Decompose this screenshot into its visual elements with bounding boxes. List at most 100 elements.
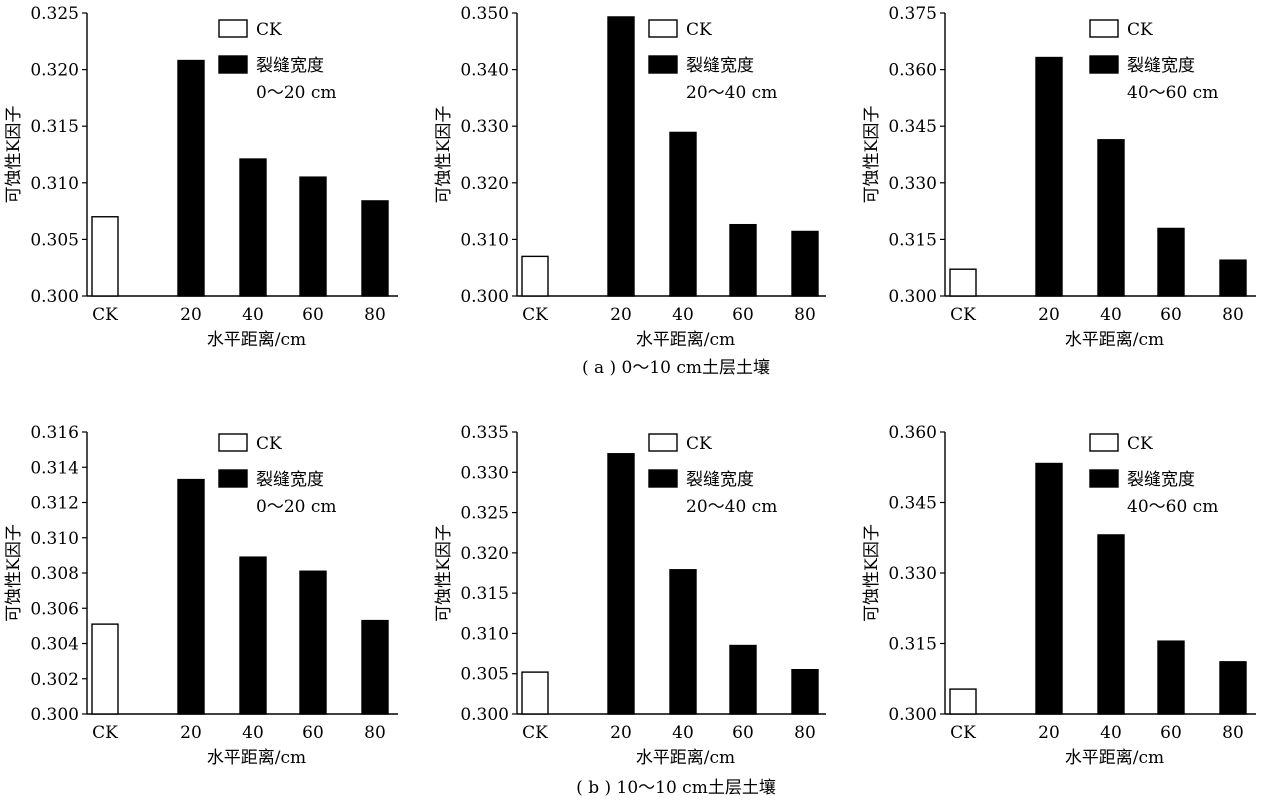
x-tick-label: CK (522, 305, 548, 325)
chart-panel: 0.300 0.310 0.320 0.330 0.340 0.350 CK 20 40 60 80… (434, 4, 826, 350)
legend-swatch-ck (218, 433, 248, 452)
y-tick-label: 0.330 (888, 564, 937, 584)
legend-label-crack-width: 20～40 cm (686, 497, 777, 517)
y-tick-label: 0.315 (460, 584, 509, 604)
x-tick-label: 20 (180, 305, 202, 325)
y-tick-label: 0.300 (460, 287, 509, 307)
x-tick-label: CK (522, 723, 548, 743)
y-tick-label: 0.304 (30, 635, 79, 655)
x-tick-label: 20 (1038, 305, 1060, 325)
x-tick-label: 80 (1222, 723, 1244, 743)
chart-panel: 0.300 0.315 0.330 0.345 0.360 CK 20 40 60 80 水平距离/… (862, 423, 1256, 768)
bar-crack (791, 668, 819, 715)
y-axis-title: 可蚀性K因子 (4, 106, 24, 204)
chart-panel: 0.300 0.305 0.310 0.315 0.320 0.325 0.330 0.335… (434, 423, 826, 768)
legend-label-crack: 裂缝宽度 (686, 470, 754, 490)
x-tick-label: 80 (364, 723, 386, 743)
y-tick-label: 0.320 (30, 61, 79, 81)
bar-crack (1219, 661, 1247, 715)
legend-label-crack-width: 20～40 cm (686, 83, 777, 103)
bar-crack (607, 453, 635, 715)
x-tick-label: 60 (1160, 723, 1182, 743)
y-tick-label: 0.340 (460, 61, 509, 81)
legend-label-crack: 裂缝宽度 (256, 470, 324, 490)
legend-label-crack: 裂缝宽度 (686, 56, 754, 76)
bar-crack (729, 644, 757, 715)
y-tick-label: 0.315 (888, 230, 937, 250)
x-tick-label: 60 (1160, 305, 1182, 325)
y-tick-label: 0.312 (30, 494, 79, 514)
bar-ck (521, 671, 549, 715)
y-tick-label: 0.320 (460, 174, 509, 194)
y-tick-label: 0.330 (888, 174, 937, 194)
legend-label-ck: CK (686, 434, 712, 454)
x-tick-label: 80 (794, 305, 816, 325)
y-tick-label: 0.305 (460, 665, 509, 685)
x-tick-label: 20 (610, 723, 632, 743)
x-tick-label: CK (950, 723, 976, 743)
charts-container: 0.300 0.305 0.310 0.315 0.320 0.325 CK 20 40 60 80… (4, 4, 1256, 768)
x-tick-label: CK (92, 305, 118, 325)
bar-crack (177, 59, 205, 297)
bar-crack (299, 570, 327, 715)
y-tick-label: 0.316 (30, 423, 79, 443)
y-tick-label: 0.300 (30, 287, 79, 307)
legend-label-crack: 裂缝宽度 (1127, 56, 1195, 76)
y-tick-label: 0.310 (30, 529, 79, 549)
x-axis-title: 水平距离/cm (636, 330, 735, 350)
legend-swatch-ck (1089, 433, 1119, 452)
y-tick-label: 0.325 (460, 504, 509, 524)
x-tick-label: 80 (364, 305, 386, 325)
legend-label-crack-width: 0～20 cm (256, 497, 337, 517)
y-axis-title: 可蚀性K因子 (434, 106, 454, 204)
x-tick-label: 80 (1222, 305, 1244, 325)
bar-crack (1035, 56, 1063, 297)
y-tick-label: 0.310 (460, 624, 509, 644)
bar-crack (1097, 534, 1125, 715)
bar-crack (239, 556, 267, 715)
legend-label-crack-width: 40～60 cm (1127, 83, 1218, 103)
y-tick-label: 0.315 (888, 635, 937, 655)
bar-crack (1157, 640, 1185, 715)
y-tick-label: 0.300 (30, 705, 79, 725)
caption-a: ( a ) 0～10 cm土层土壤 (582, 357, 770, 378)
chart-panel: 0.300 0.302 0.304 0.306 0.308 0.310 0.312 0.314… (4, 423, 398, 768)
y-tick-label: 0.330 (460, 463, 509, 483)
x-tick-label: 40 (672, 305, 694, 325)
y-tick-label: 0.306 (30, 599, 79, 619)
bar-crack (177, 478, 205, 715)
x-tick-label: 40 (1100, 305, 1122, 325)
x-tick-label: 20 (610, 305, 632, 325)
y-tick-label: 0.320 (460, 544, 509, 564)
bar-crack (239, 158, 267, 297)
x-axis-title: 水平距离/cm (636, 748, 735, 768)
bar-crack (607, 16, 635, 297)
bar-crack (791, 230, 819, 297)
legend-swatch-crack (1089, 55, 1119, 74)
y-tick-label: 0.335 (460, 423, 509, 443)
bar-ck (949, 688, 977, 715)
legend-swatch-ck (218, 19, 248, 38)
y-tick-label: 0.315 (30, 117, 79, 137)
legend-label-ck: CK (1127, 434, 1153, 454)
y-axis-title: 可蚀性K因子 (862, 524, 882, 622)
x-tick-label: 40 (1100, 723, 1122, 743)
bar-crack (669, 569, 697, 715)
x-axis-title: 水平距离/cm (207, 748, 306, 768)
y-tick-label: 0.310 (460, 230, 509, 250)
x-tick-label: CK (92, 723, 118, 743)
y-tick-label: 0.360 (888, 61, 937, 81)
x-tick-label: 40 (242, 305, 264, 325)
chart-panel: 0.300 0.305 0.310 0.315 0.320 0.325 CK 20 40 60 80… (4, 4, 398, 350)
y-tick-label: 0.360 (888, 423, 937, 443)
bar-crack (669, 131, 697, 297)
y-tick-label: 0.300 (888, 287, 937, 307)
legend-label-crack-width: 0～20 cm (256, 83, 337, 103)
caption-b: ( b ) 10～10 cm土层土壤 (576, 777, 776, 798)
legend-label-ck: CK (256, 20, 282, 40)
y-tick-label: 0.325 (30, 4, 79, 24)
legend-swatch-ck (1089, 19, 1119, 38)
y-tick-label: 0.330 (460, 117, 509, 137)
legend-label-ck: CK (1127, 20, 1153, 40)
bar-ck (91, 216, 119, 297)
